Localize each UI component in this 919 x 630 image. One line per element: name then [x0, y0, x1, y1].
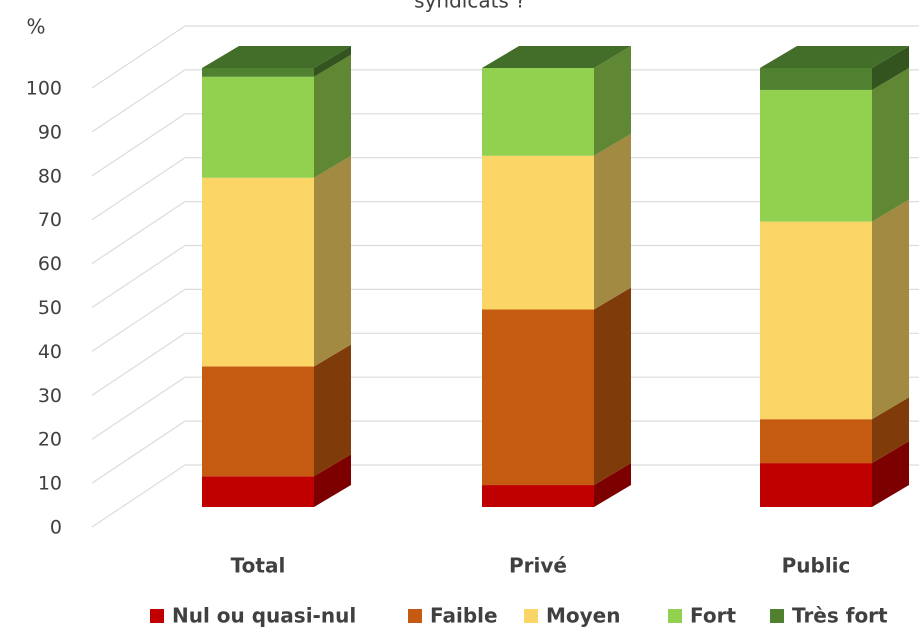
legend-swatch	[770, 609, 784, 623]
bar-segment	[202, 366, 314, 477]
bar-segment	[482, 155, 594, 310]
chart-title: syndicats ?	[414, 0, 526, 13]
grid-line	[91, 464, 186, 528]
y-tick-label: 30	[38, 385, 62, 407]
bar-segment	[202, 76, 314, 178]
legend-label: Très fort	[792, 604, 888, 628]
grid-line	[91, 69, 186, 133]
bar-segment	[482, 485, 594, 507]
bar-segment	[202, 68, 314, 77]
bar-side	[872, 441, 909, 507]
bar-segment	[760, 221, 872, 420]
bar-segment	[482, 68, 594, 156]
grid-line	[91, 376, 186, 440]
x-tick-label: Public	[782, 554, 851, 578]
y-tick-label: 0	[50, 517, 62, 539]
bar-side	[872, 199, 909, 420]
bar-side	[314, 54, 351, 178]
bar-side	[594, 463, 631, 507]
bar-segment	[760, 463, 872, 507]
y-tick-label: 20	[38, 429, 62, 451]
y-tick-label: 80	[38, 165, 62, 187]
grid-line	[91, 288, 186, 352]
grid-line	[91, 25, 186, 89]
bar-side	[872, 46, 909, 90]
bar-segment	[482, 309, 594, 486]
bar-segment	[760, 68, 872, 90]
y-tick-label: 10	[38, 473, 62, 495]
grid-line	[91, 201, 186, 265]
bar-side	[872, 397, 909, 464]
grid-line	[91, 332, 186, 396]
y-tick-label: 90	[38, 121, 62, 143]
grid-line	[91, 157, 186, 221]
bar-side	[594, 46, 631, 156]
bar-segment	[760, 419, 872, 464]
y-tick-label: 50	[38, 297, 62, 319]
grid-line	[91, 420, 186, 484]
legend-label: Fort	[690, 604, 736, 628]
legend-swatch	[408, 609, 422, 623]
y-tick-label: 60	[38, 253, 62, 275]
y-tick-label: 40	[38, 341, 62, 363]
bar-side	[594, 133, 631, 310]
bar-side	[314, 344, 351, 477]
grid-line	[91, 245, 186, 308]
bar-side	[872, 67, 909, 222]
bar-side	[314, 46, 351, 77]
y-axis-label: %	[26, 15, 45, 39]
legend-label: Faible	[430, 604, 498, 628]
bar-segment	[202, 177, 314, 367]
legend-label: Nul ou quasi-nul	[172, 604, 356, 628]
y-tick-label: 70	[38, 209, 62, 231]
bar-side	[314, 454, 351, 507]
legend-label: Moyen	[546, 604, 620, 628]
legend-swatch	[668, 609, 682, 623]
legend-swatch	[150, 609, 164, 623]
bar-segment	[202, 476, 314, 507]
bar-top	[482, 46, 631, 68]
x-tick-label: Privé	[509, 554, 567, 578]
legend-swatch	[524, 609, 538, 623]
bar-side	[594, 287, 631, 486]
bar-side	[314, 155, 351, 367]
bar-top	[760, 46, 909, 68]
y-tick-label: 100	[26, 78, 62, 100]
bar-top	[202, 46, 351, 68]
grid-line	[91, 113, 186, 177]
bar-segment	[760, 89, 872, 222]
x-tick-label: Total	[231, 554, 286, 578]
